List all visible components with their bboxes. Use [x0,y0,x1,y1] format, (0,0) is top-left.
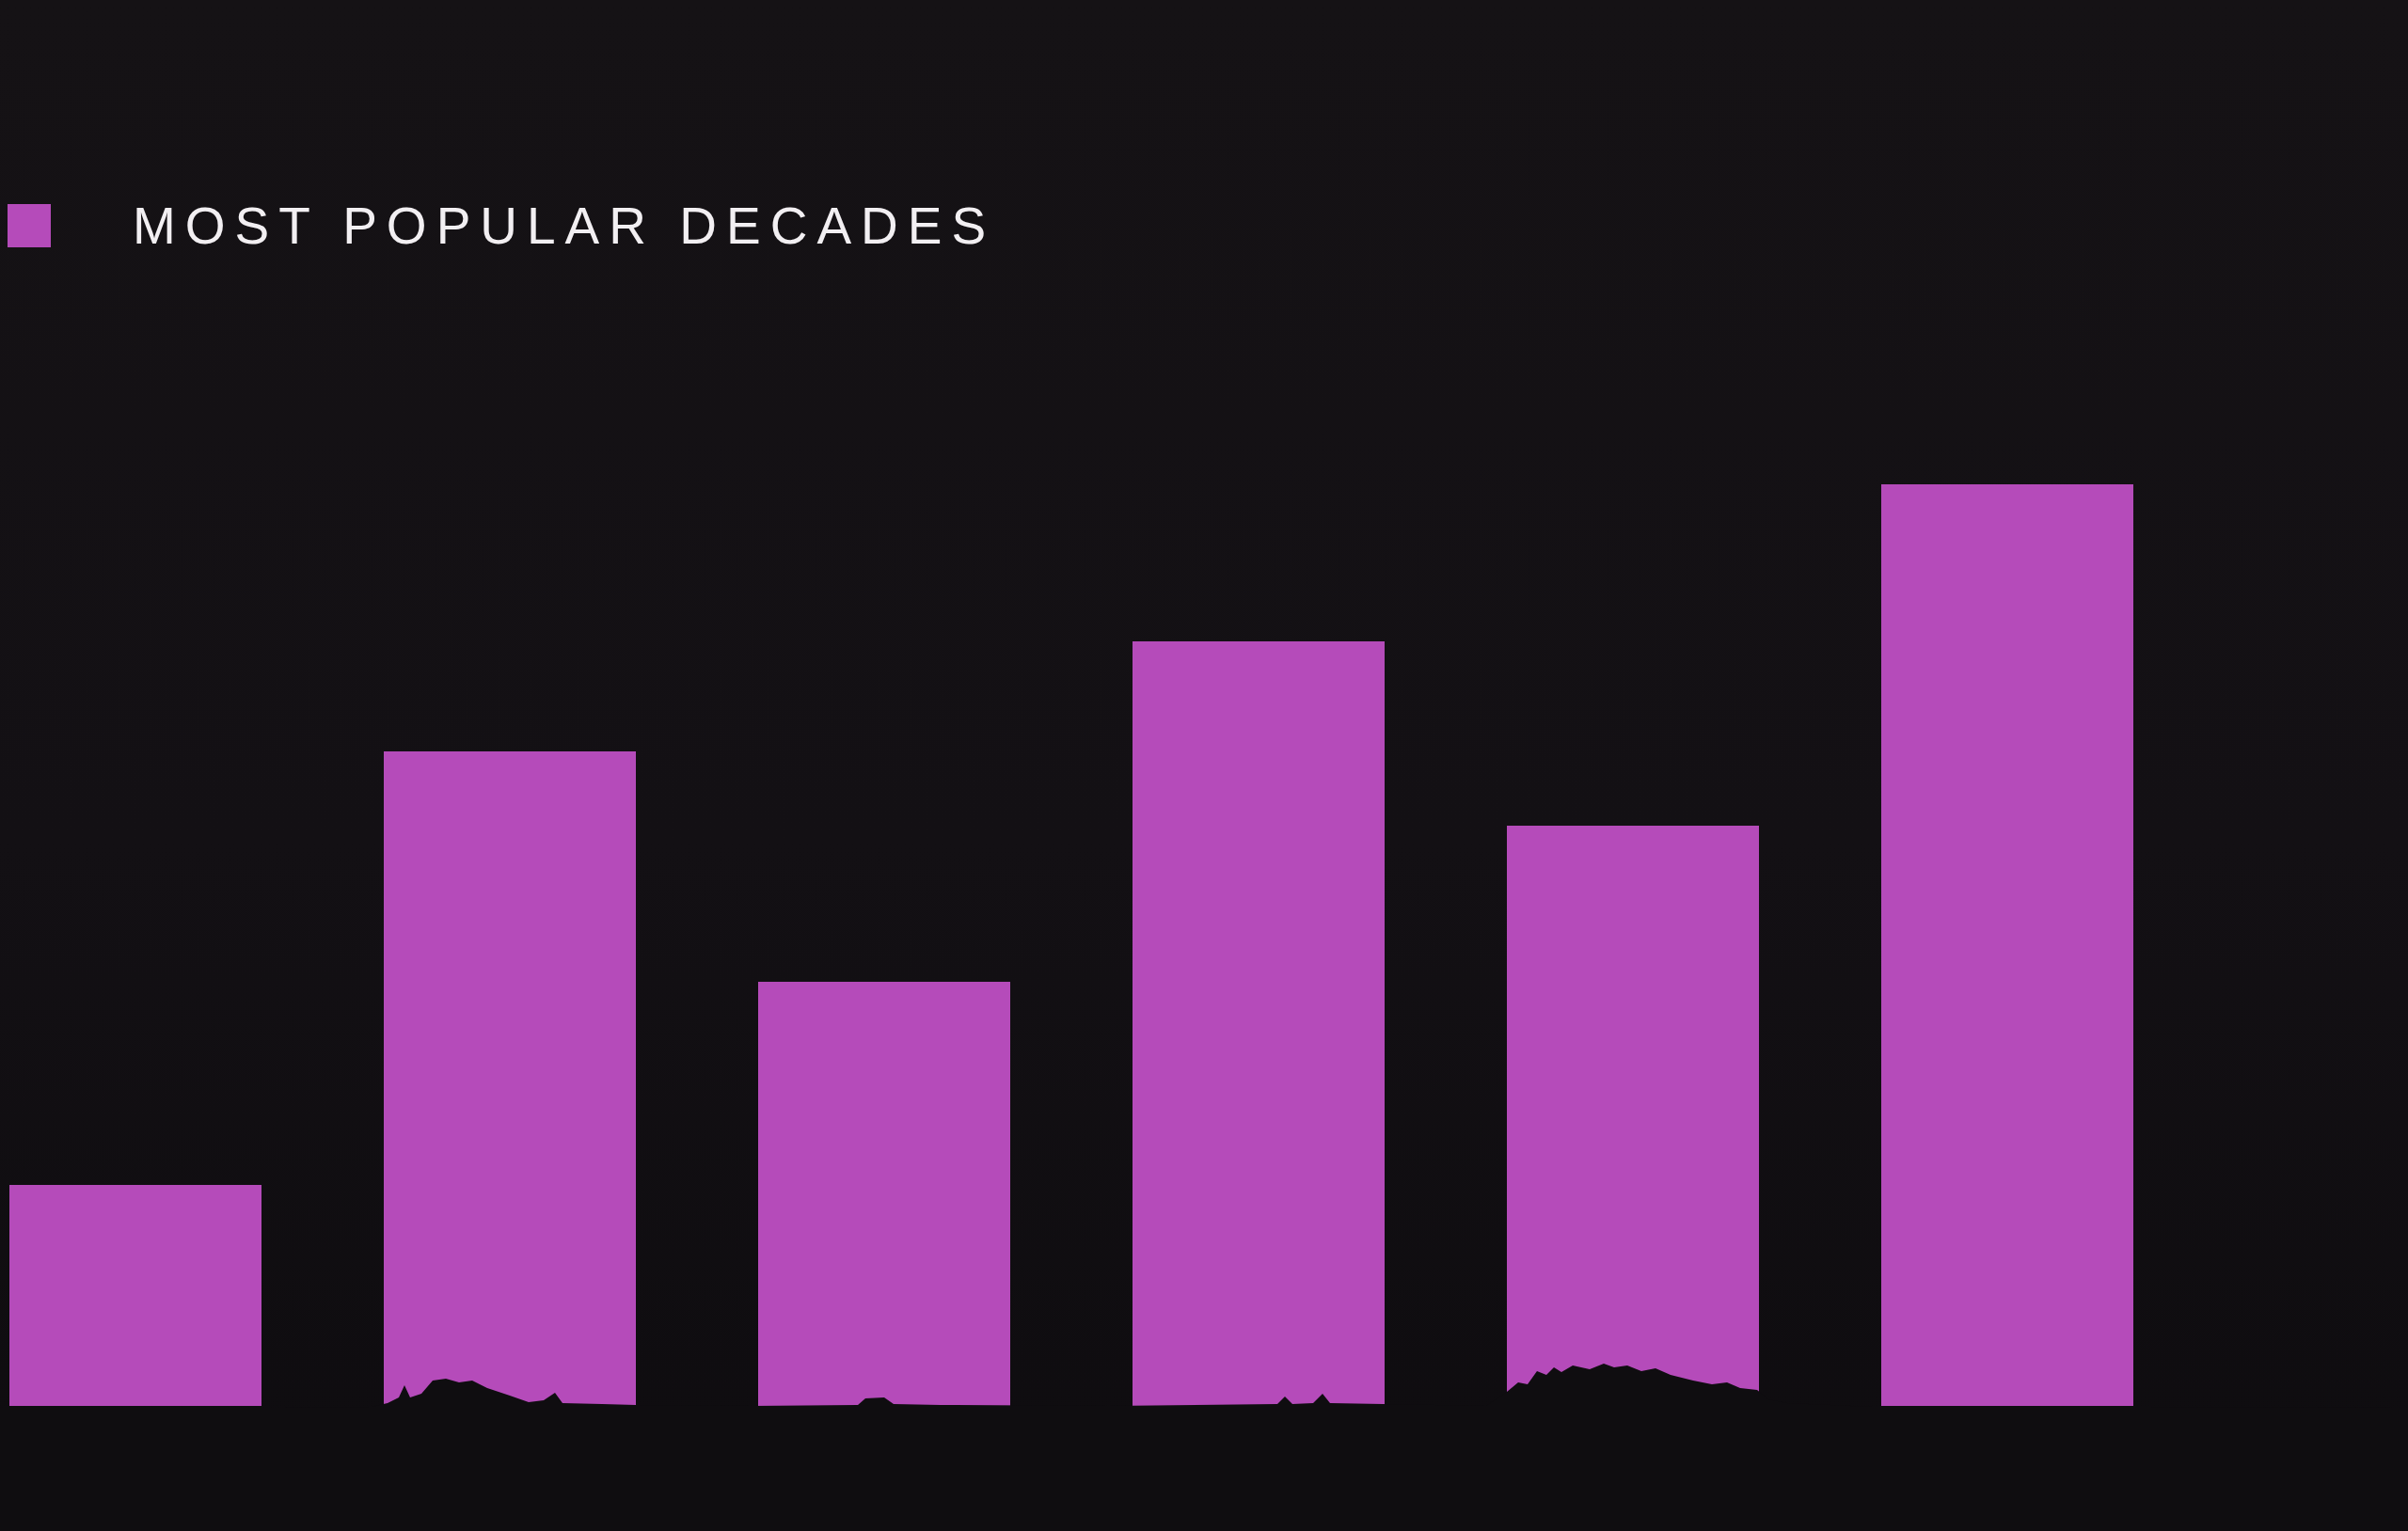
bar-2010s [1881,484,2133,1406]
chart-canvas: { "legend": { "swatch": "legend-swatch",… [0,0,2408,1531]
bar-2000s [1507,826,1759,1406]
x-axis-label-1980s: 1980’S [734,1478,1035,1531]
bar-1960s [9,1185,261,1406]
legend-swatch-icon [8,204,51,247]
legend: MOST POPULAR DECADES [8,204,995,247]
x-axis-label-2000s: 2000’S [1482,1478,1783,1531]
bar-1980s [758,982,1010,1406]
x-axis-label-1990s: 1990’S [1108,1478,1409,1531]
x-axis-label-2010s: 2010’S [1857,1478,2158,1531]
bar-1990s [1133,641,1385,1406]
x-axis-label-1960s: 1960’S [0,1478,286,1531]
bar-1970s [384,751,636,1406]
x-axis-label-1970s: 1970’S [359,1478,660,1531]
chart-title: MOST POPULAR DECADES [133,204,995,247]
